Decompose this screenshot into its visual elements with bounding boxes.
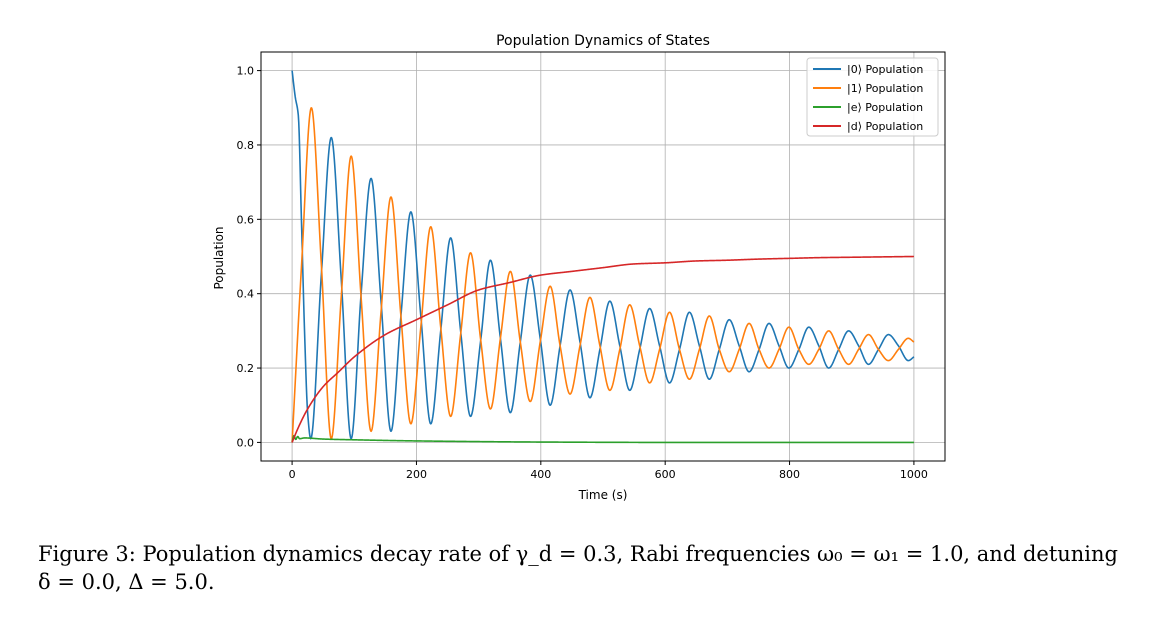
series-line-2 xyxy=(291,434,915,444)
legend-label: |d⟩ Population xyxy=(847,120,923,133)
line-chart: 0 200 400 600 800 1000 0.0 0.2 0.4 0.6 0.8 1.0 Popu… xyxy=(0,0,1158,520)
legend-label: |e⟩ Population xyxy=(847,101,923,114)
x-tick-label: 400 xyxy=(530,468,551,481)
series-line-1 xyxy=(291,107,915,443)
x-axis-label: Time (s) xyxy=(578,488,628,502)
caption-line-2: δ = 0.0, Δ = 5.0. xyxy=(38,570,215,594)
data-series xyxy=(291,70,915,444)
y-tick-label: 0.2 xyxy=(237,362,255,375)
legend-label: |0⟩ Population xyxy=(847,63,923,76)
y-tick-label: 0.0 xyxy=(237,436,255,449)
y-tick-label: 0.4 xyxy=(237,288,255,301)
legend-label: |1⟩ Population xyxy=(847,82,923,95)
series-line-3 xyxy=(291,255,915,443)
caption-line-1: Figure 3: Population dynamics decay rate… xyxy=(38,542,1118,566)
plot-area-frame xyxy=(260,51,946,462)
y-axis-label: Population xyxy=(212,226,226,289)
y-tick-label: 1.0 xyxy=(237,65,255,78)
x-tick-label: 0 xyxy=(289,468,296,481)
legend-box xyxy=(806,57,939,137)
y-tick-label: 0.6 xyxy=(237,213,255,226)
x-tick-label: 800 xyxy=(779,468,800,481)
axis-ticks: 0 200 400 600 800 1000 0.0 0.2 0.4 0.6 0.8 1.0 xyxy=(237,65,928,481)
y-tick-label: 0.8 xyxy=(237,139,255,152)
x-tick-label: 200 xyxy=(406,468,427,481)
chart-background xyxy=(0,0,1158,520)
chart-title: Population Dynamics of States xyxy=(496,33,710,49)
x-tick-label: 600 xyxy=(655,468,676,481)
figure-caption: Figure 3: Population dynamics decay rate… xyxy=(38,540,1148,596)
legend: |0⟩ Population |1⟩ Population |e⟩ Populati… xyxy=(806,57,939,137)
x-tick-label: 1000 xyxy=(900,468,928,481)
series-line-0 xyxy=(291,70,915,440)
